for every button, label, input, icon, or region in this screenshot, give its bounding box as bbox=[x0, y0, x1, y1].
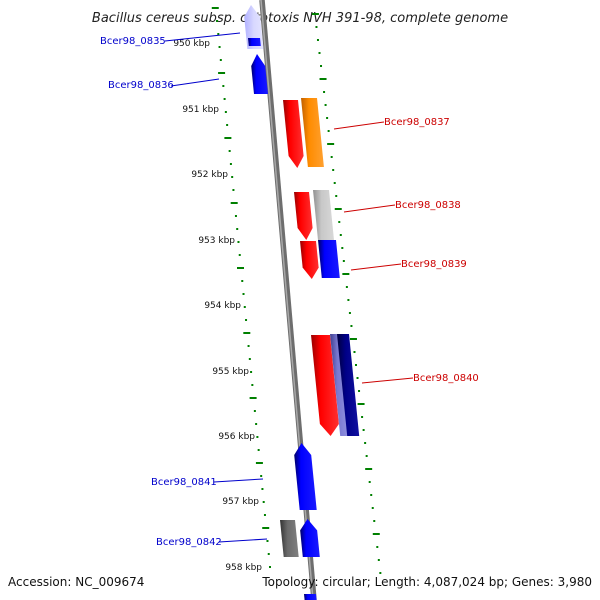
kbp-label: 958 kbp bbox=[225, 563, 262, 573]
accession-text: Accession: NC_009674 bbox=[8, 575, 144, 589]
gene-bcer98-0840[interactable] bbox=[311, 335, 339, 436]
gene-bcer98-0840b[interactable] bbox=[330, 334, 349, 436]
gene-label-right[interactable]: Bcer98_0840 bbox=[413, 373, 479, 384]
gene-bcer98-0837b[interactable] bbox=[301, 98, 324, 167]
gene-bcer98-0839b[interactable] bbox=[318, 240, 340, 278]
gene-bcer98-0838[interactable] bbox=[294, 192, 313, 240]
kbp-label: 953 kbp bbox=[198, 236, 235, 246]
callout-line bbox=[361, 377, 414, 384]
kbp-label: 952 kbp bbox=[191, 170, 228, 180]
map-title: Bacillus cereus subsp. cytotoxis NVH 391… bbox=[92, 11, 508, 26]
callout-line bbox=[343, 204, 396, 213]
gene-bcer98-0840c[interactable] bbox=[337, 334, 360, 436]
kbp-label: 950 kbp bbox=[173, 39, 210, 49]
kbp-label: 954 kbp bbox=[204, 301, 241, 311]
kbp-scale: 950 kbp 951 kbp 952 kbp 953 kbp 954 kbp 955 k… bbox=[173, 39, 262, 573]
gene-track bbox=[244, 5, 360, 600]
gene-callouts: Bcer98_0835 Bcer98_0836 Bcer98_0841 Bcer98_… bbox=[100, 32, 479, 548]
right-tick-rail bbox=[311, 13, 382, 574]
gene-bcer98-0838b[interactable] bbox=[313, 190, 335, 241]
gene-label-right[interactable]: Bcer98_0838 bbox=[395, 200, 461, 211]
kbp-label: 957 kbp bbox=[222, 497, 259, 507]
gene-label-left[interactable]: Bcer98_0842 bbox=[156, 537, 222, 548]
gene-bcer98-0839[interactable] bbox=[300, 241, 319, 279]
callout-line bbox=[333, 121, 385, 130]
kbp-label: 956 kbp bbox=[218, 432, 255, 442]
gene-label-left[interactable]: Bcer98_0836 bbox=[108, 80, 174, 91]
gene-bcer98-0841[interactable] bbox=[294, 443, 317, 510]
callout-line bbox=[170, 78, 220, 87]
callout-line bbox=[218, 538, 268, 543]
gene-label-left[interactable]: Bcer98_0841 bbox=[151, 477, 217, 488]
gene-label-left[interactable]: Bcer98_0835 bbox=[100, 36, 166, 47]
callout-line bbox=[213, 478, 264, 483]
gene-bcer98-0837[interactable] bbox=[283, 100, 304, 168]
gene-label-right[interactable]: Bcer98_0837 bbox=[384, 117, 450, 128]
kbp-label: 951 kbp bbox=[182, 105, 219, 115]
kbp-label: 955 kbp bbox=[212, 367, 249, 377]
genome-summary-text: Topology: circular; Length: 4,087,024 bp… bbox=[261, 575, 592, 589]
callout-line bbox=[350, 263, 402, 271]
gene-label-right[interactable]: Bcer98_0839 bbox=[401, 259, 467, 270]
gene-bcer98-0842[interactable] bbox=[300, 519, 320, 557]
gene-bcer98-0835-body[interactable] bbox=[248, 38, 261, 46]
gene-bcer98-0836[interactable] bbox=[251, 54, 268, 94]
callout-line bbox=[164, 32, 241, 42]
left-tick-rail bbox=[211, 7, 271, 568]
gene-bcer98-0842b[interactable] bbox=[280, 520, 299, 557]
gene-bcer98-0843[interactable] bbox=[304, 594, 317, 600]
